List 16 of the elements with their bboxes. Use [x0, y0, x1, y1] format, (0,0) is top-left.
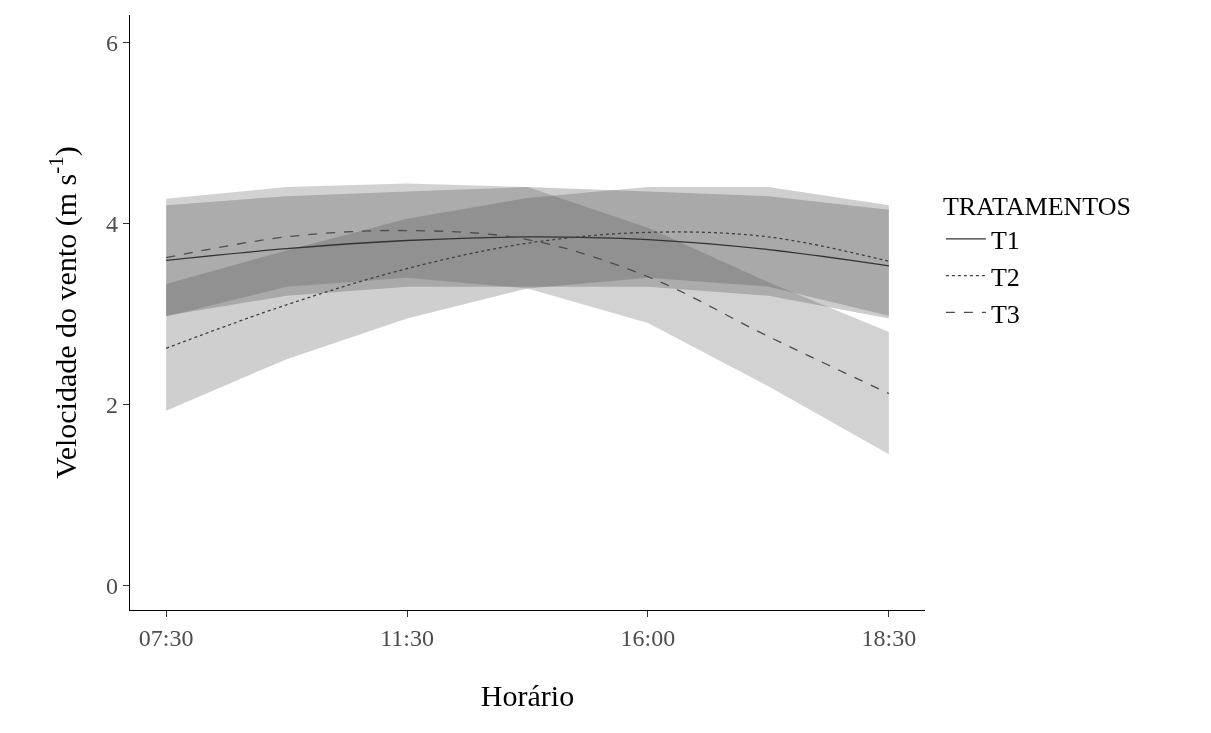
x-tick-label: 07:30 — [138, 624, 194, 651]
line-series — [165, 236, 890, 267]
y-tick-label: 6 — [106, 29, 119, 56]
legend-label: T1 — [990, 225, 1020, 255]
x-axis-title: Horário — [480, 679, 575, 713]
legend-title: TRATAMENTOS — [942, 192, 1132, 222]
x-tick-label: 11:30 — [380, 624, 434, 651]
line-series — [165, 231, 890, 349]
legend-label: T3 — [990, 299, 1020, 329]
x-tick-label: 18:30 — [861, 624, 917, 651]
y-tick-label: 2 — [106, 391, 119, 418]
y-tick-label: 0 — [106, 572, 119, 599]
y-tick-label: 4 — [106, 210, 119, 237]
x-tick-label: 16:00 — [620, 624, 676, 651]
legend-label: T2 — [990, 262, 1020, 292]
line-series — [165, 229, 890, 395]
